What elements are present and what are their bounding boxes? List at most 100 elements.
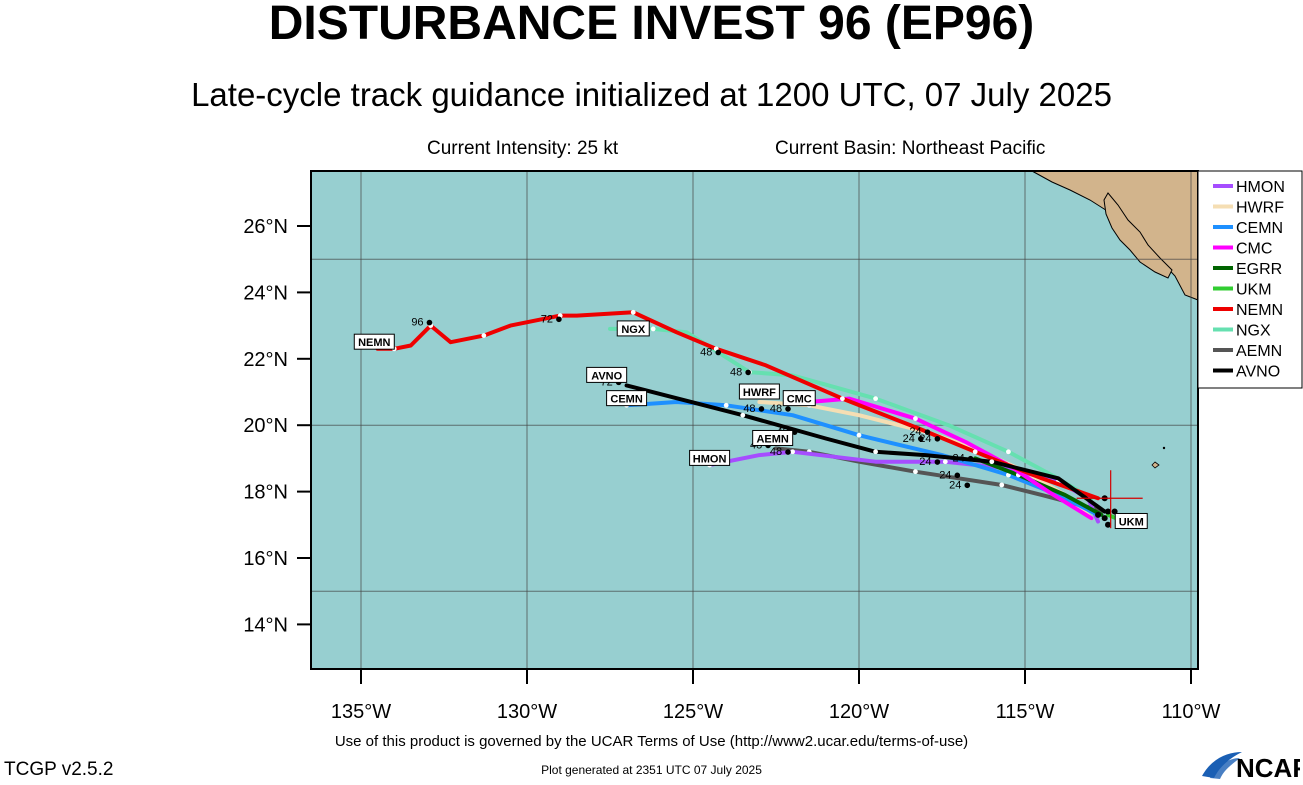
track-point xyxy=(1006,472,1011,478)
forecast-hour-dot xyxy=(934,436,941,442)
forecast-hour-dot xyxy=(791,429,798,435)
forecast-hour-dot xyxy=(715,349,722,356)
track-label-text: CMC xyxy=(787,394,812,406)
lon-tick-label: 115°W xyxy=(996,701,1055,723)
forecast-hour-label: 24 xyxy=(939,469,951,481)
track-point xyxy=(630,309,636,315)
lat-tick-label: 14°N xyxy=(243,614,288,636)
forecast-hour-dot xyxy=(785,449,791,455)
forecast-hour-dot xyxy=(426,319,433,326)
chart-title: DISTURBANCE INVEST 96 (EP96) xyxy=(268,0,1035,50)
legend-entry-nemn: NEMN xyxy=(1236,302,1283,319)
lat-tick-label: 24°N xyxy=(243,282,288,304)
track-label-box xyxy=(689,449,731,466)
track-label-box xyxy=(782,390,816,407)
track-end-labels: NEMN NGX AVNO HWRF CEMN CMC AEMN HMON UKM xyxy=(353,320,1148,529)
lon-tick-label: 110°W xyxy=(1162,701,1221,723)
track-label-box xyxy=(353,333,395,350)
track-label-text: AEMN xyxy=(756,433,788,445)
legend-entry-hwrf: HWRF xyxy=(1236,200,1284,217)
track-label-box xyxy=(586,366,628,383)
forecast-hour-dot xyxy=(745,369,751,376)
forecast-hour-dot xyxy=(954,472,961,479)
lon-tick-label: 130°W xyxy=(497,701,557,723)
initial-position-dot xyxy=(1105,508,1111,515)
track-label-box xyxy=(616,320,650,337)
version-label: TCGP v2.5.2 xyxy=(4,759,114,780)
current-position-marker xyxy=(1076,470,1143,529)
ncar-logo-text: NCAR xyxy=(1236,753,1300,780)
forecast-hour-dot xyxy=(918,436,924,442)
forecast-hour-dot xyxy=(924,429,931,435)
lat-tick-label: 18°N xyxy=(243,482,288,504)
forecast-hour-label: 48 xyxy=(730,366,742,378)
forecast-hour-dot xyxy=(758,406,765,412)
lon-tick-label: 125°W xyxy=(663,701,723,723)
land-baja-california xyxy=(1031,170,1199,469)
forecast-hour-label: 24 xyxy=(903,433,915,445)
initial-position-dot xyxy=(1101,515,1108,522)
track-point xyxy=(873,449,878,455)
legend-entry-avno: AVNO xyxy=(1236,364,1280,381)
lat-tick-label: 20°N xyxy=(243,415,288,437)
current-intensity: Current Intensity: 25 kt xyxy=(427,138,619,159)
legend-entry-ukm: UKM xyxy=(1236,282,1272,299)
forecast-hour-dot xyxy=(556,316,562,323)
track-avno xyxy=(624,383,1107,514)
track-point xyxy=(942,459,948,465)
lon-tick-label: 135°W xyxy=(331,701,391,723)
track-point xyxy=(790,449,795,455)
legend-entry-ngx: NGX xyxy=(1236,323,1271,340)
track-point xyxy=(650,326,656,332)
map-frame xyxy=(310,170,1199,670)
track-label-box xyxy=(738,383,780,400)
longitude-axis: 135°W 130°W 125°W 120°W 115°W 110°W xyxy=(331,669,1221,723)
legend-entry-cemn: CEMN xyxy=(1236,220,1283,237)
track-label-text: AVNO xyxy=(591,370,622,382)
track-label-text: HMON xyxy=(693,453,727,465)
forecast-hour-label: 24 xyxy=(919,433,931,445)
track-point xyxy=(913,416,918,421)
track-point xyxy=(740,412,746,418)
track-label-text: HWRF xyxy=(743,387,776,399)
track-point xyxy=(723,402,729,408)
lon-tick-label: 120°W xyxy=(829,701,889,723)
map-grid xyxy=(311,171,1198,669)
track-label-box xyxy=(606,390,648,407)
forecast-hour-dot xyxy=(967,455,974,462)
legend: HMON HWRF CEMN CMC EGRR UKM NEMN NGX AEMN AVNO xyxy=(1197,170,1303,389)
initial-position-dot xyxy=(1105,521,1111,528)
track-point xyxy=(989,459,995,465)
forecast-hour-label: 48 xyxy=(770,403,782,415)
lat-tick-label: 16°N xyxy=(243,548,288,570)
track-point xyxy=(856,432,862,438)
model-tracks xyxy=(375,309,1134,527)
forecast-hour-dot xyxy=(934,459,941,465)
ncar-logo-mark xyxy=(1202,752,1242,779)
track-label-box xyxy=(1114,512,1148,529)
forecast-hour-label: 24 xyxy=(919,456,931,468)
track-cmc xyxy=(807,396,1094,521)
chart-subtitle: Late-cycle track guidance initialized at… xyxy=(191,76,1112,113)
current-basin: Current Basin: Northeast Pacific xyxy=(775,138,1046,159)
legend-entry-aemn: AEMN xyxy=(1236,343,1282,360)
forecast-hour-label: 48 xyxy=(743,403,755,415)
track-label-text: CEMN xyxy=(610,394,642,406)
track-point xyxy=(1006,449,1011,455)
track-label-text: NGX xyxy=(621,324,646,336)
forecast-hour-label: 48 xyxy=(770,446,782,458)
track-point xyxy=(481,333,487,338)
forecast-hour-dot xyxy=(785,406,791,412)
plot-generated: Plot generated at 2351 UTC 07 July 2025 xyxy=(541,763,762,777)
lat-tick-label: 26°N xyxy=(243,216,288,238)
track-label-text: UKM xyxy=(1119,516,1144,528)
initial-position-dot xyxy=(1095,511,1102,518)
forecast-hour-label: 24 xyxy=(949,479,961,491)
legend-entry-egrr: EGRR xyxy=(1236,261,1282,278)
forecast-hour-label: 24 xyxy=(952,453,964,465)
track-point xyxy=(913,469,918,475)
legend-entry-cmc: CMC xyxy=(1236,241,1272,258)
track-label-box xyxy=(752,429,794,446)
legend-entry-hmon: HMON xyxy=(1236,179,1285,196)
